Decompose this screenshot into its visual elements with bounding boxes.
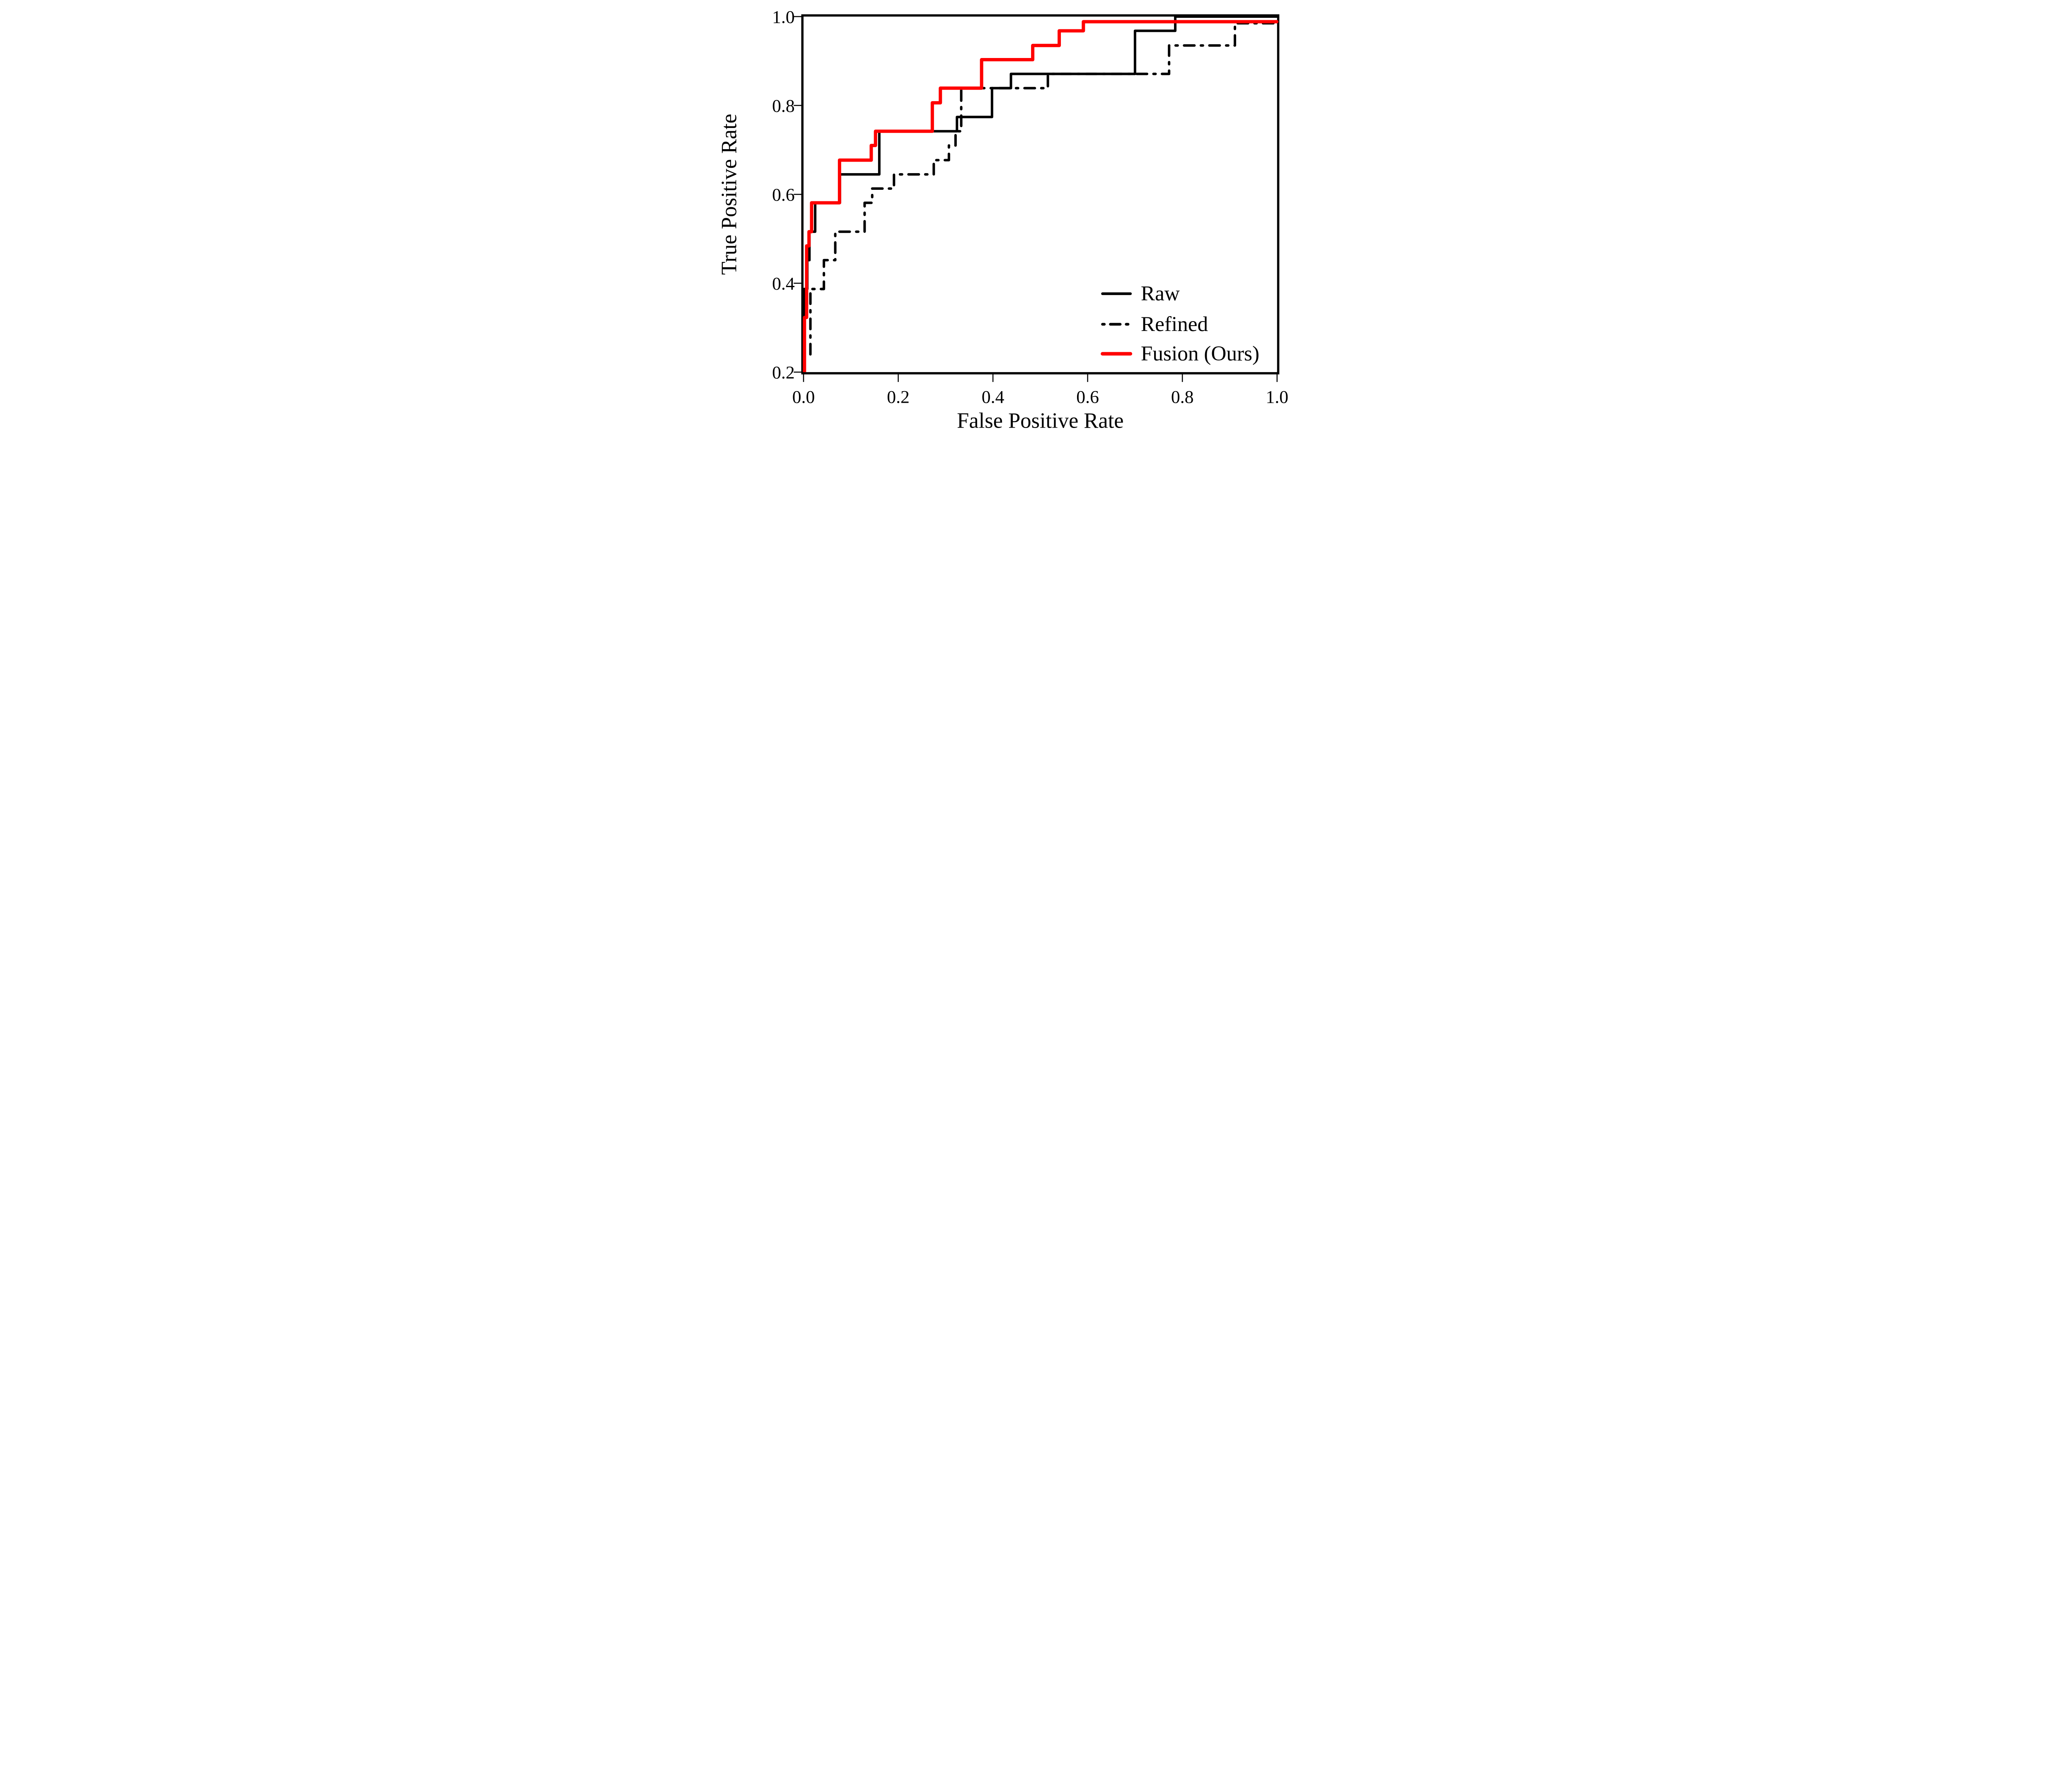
y-axis-title: True Positive Rate <box>719 114 741 275</box>
x-tick-label: 0.0 <box>792 387 815 407</box>
roc-plot: 0.0 0.2 0.4 0.6 0.8 1.0 0.2 0.4 0.6 0.8 1.0 Raw Refi… <box>719 0 1353 442</box>
x-tick-label: 1.0 <box>1266 387 1288 407</box>
y-tick-label: 0.8 <box>772 96 795 116</box>
legend-label: Refined <box>1141 312 1208 336</box>
y-tick-label: 0.4 <box>772 274 795 294</box>
y-tick-label: 0.6 <box>772 185 795 205</box>
x-tick-label: 0.8 <box>1171 387 1194 407</box>
y-tick-label: 0.2 <box>772 363 795 383</box>
x-tick-label: 0.2 <box>887 387 910 407</box>
y-tick-label: 1.0 <box>772 7 795 27</box>
x-tick-label: 0.4 <box>982 387 1005 407</box>
series-fusion-ours <box>803 20 1279 372</box>
roc-chart-figure: 0.0 0.2 0.4 0.6 0.8 1.0 0.2 0.4 0.6 0.8 1.0 Raw Refi… <box>719 0 1353 442</box>
legend-label: Fusion (Ours) <box>1141 342 1259 365</box>
axes-frame <box>801 14 1280 375</box>
plot-area: 0.0 0.2 0.4 0.6 0.8 1.0 0.2 0.4 0.6 0.8 1.0 Raw Refi… <box>772 7 1288 407</box>
legend-label: Raw <box>1141 282 1180 305</box>
x-tick-label: 0.6 <box>1076 387 1099 407</box>
x-axis-title: False Positive Rate <box>957 409 1123 433</box>
